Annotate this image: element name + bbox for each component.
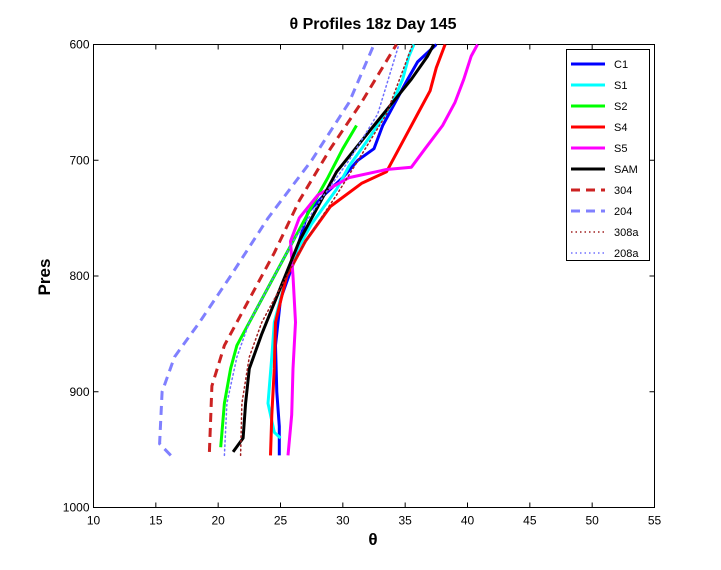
x-tick-label: 25 <box>274 514 288 528</box>
x-tick-label: 15 <box>149 514 163 528</box>
series-line-204 <box>158 43 376 457</box>
series-line-s5 <box>286 43 479 456</box>
series-line-s1 <box>266 43 416 440</box>
series-line-sam <box>231 43 436 453</box>
series-line-s4 <box>269 43 447 456</box>
x-tick-label: 55 <box>648 514 662 528</box>
legend-label-208a: 208a <box>614 248 639 260</box>
x-tick-label: 35 <box>398 514 412 528</box>
legend-label-308a: 308a <box>614 227 639 239</box>
y-tick-label: 900 <box>69 385 89 399</box>
y-tick-label: 800 <box>69 269 89 283</box>
legend-label-s1: S1 <box>614 80 627 92</box>
x-tick-label: 10 <box>87 514 101 528</box>
legend-label-s5: S5 <box>614 143 627 155</box>
series-layer <box>158 43 479 457</box>
legend: C1 S1 S2 S4 S5 SAM 304 204 308a 208a <box>566 49 650 261</box>
y-axis-ticks: 600 700 800 900 1000 <box>63 38 655 515</box>
legend-label-304: 304 <box>614 185 632 197</box>
chart-title: θ Profiles 18z Day 145 <box>290 16 457 33</box>
x-tick-label: 45 <box>523 514 537 528</box>
legend-label-204: 204 <box>614 206 632 218</box>
series-line-304 <box>207 43 398 452</box>
y-tick-label: 600 <box>69 38 89 52</box>
x-tick-label: 30 <box>336 514 350 528</box>
legend-label-s2: S2 <box>614 101 627 113</box>
y-tick-label: 700 <box>69 153 89 167</box>
x-axis-label: θ <box>368 530 377 549</box>
x-axis-ticks: 10 15 20 25 30 35 40 45 50 55 <box>87 44 662 528</box>
legend-label-s4: S4 <box>614 122 627 134</box>
legend-label-c1: C1 <box>614 59 628 71</box>
plot-frame <box>93 44 655 508</box>
x-tick-label: 40 <box>461 514 475 528</box>
x-tick-label: 50 <box>585 514 599 528</box>
series-line-208a <box>223 43 400 457</box>
x-tick-label: 20 <box>211 514 225 528</box>
legend-label-sam: SAM <box>614 164 638 176</box>
y-axis-label: Pres <box>35 259 54 296</box>
y-tick-label: 1000 <box>63 501 90 515</box>
